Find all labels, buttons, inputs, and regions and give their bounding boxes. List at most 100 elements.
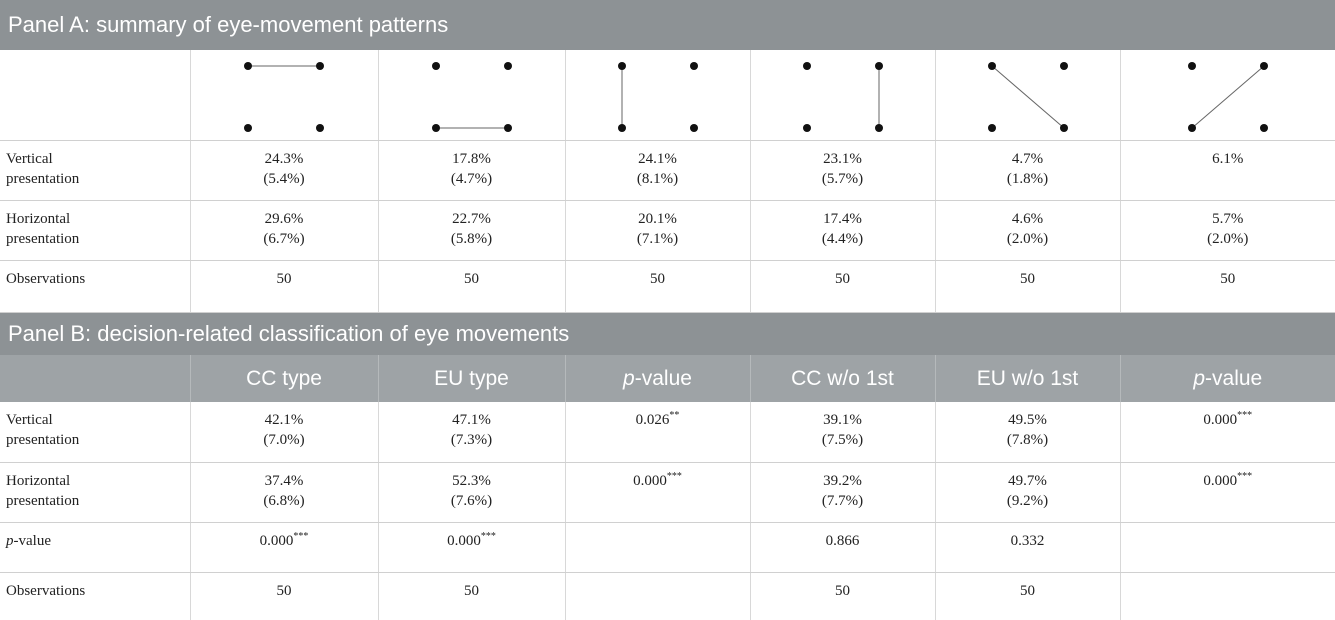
cell: 0.332	[934, 522, 1120, 573]
cell: 17.4% (4.4%)	[749, 200, 935, 261]
cell: 29.6% (6.7%)	[189, 200, 378, 261]
dot	[617, 124, 626, 132]
row: Horizontal presentation 29.6% (6.7%) 22.7% (…	[0, 200, 1335, 261]
text: CC w/o 1st	[791, 366, 894, 390]
dot	[503, 62, 512, 70]
cell-line: 39.1%	[757, 410, 929, 430]
text: 5.7%	[1212, 210, 1244, 227]
cell-line: 50	[1127, 269, 1330, 289]
label-wrap: Horizontal presentation	[6, 471, 116, 511]
cell-line: (5.7%)	[757, 169, 929, 189]
cell: 0.026**	[564, 402, 750, 463]
cell-line: (5.8%)	[385, 229, 559, 249]
cell-line: 0.000***	[1127, 410, 1330, 430]
cell: 22.7% (5.8%)	[377, 200, 565, 261]
pattern-cell	[1119, 50, 1335, 141]
cell-line: 37.4%	[197, 471, 372, 491]
row: Observations 50 50 50 50	[0, 572, 1335, 620]
pattern-cell	[564, 50, 750, 141]
cell: 49.5% (7.8%)	[934, 402, 1120, 463]
row: p-value 0.000*** 0.000*** 0.866 0.332	[0, 522, 1335, 573]
cell-line: (7.8%)	[942, 430, 1114, 450]
text: CC type	[246, 366, 322, 390]
cell-line: 0.000***	[572, 471, 744, 491]
cell: 6.1%	[1119, 140, 1335, 201]
column-header-row: CC type EU type p-value CC w/o 1st EU w/o 1s…	[0, 355, 1335, 402]
row-label: p-value	[0, 522, 190, 573]
text: 17.8%	[452, 150, 491, 167]
cell-line: (9.2%)	[942, 491, 1114, 511]
text: (5.8%)	[450, 230, 493, 247]
cell-line: 0.000***	[385, 531, 559, 551]
cell: 50	[189, 572, 378, 620]
cell-line: (4.4%)	[757, 229, 929, 249]
dot	[503, 124, 512, 132]
text: 49.7%	[1008, 472, 1047, 489]
cell-line: 20.1%	[572, 209, 744, 229]
text: (5.7%)	[821, 170, 864, 187]
cell: 5.7% (2.0%)	[1119, 200, 1335, 261]
cell: 4.6% (2.0%)	[934, 200, 1120, 261]
cell: 50	[377, 572, 565, 620]
column-header	[0, 355, 190, 402]
row: Horizontal presentation 37.4% (6.8%) 52.3% (…	[0, 462, 1335, 523]
cell: 50	[377, 260, 565, 313]
cell-line: 6.1%	[1127, 149, 1330, 169]
text: 47.1%	[452, 412, 491, 428]
cell-line: 5.7%	[1127, 209, 1330, 229]
text: EU type	[434, 366, 509, 390]
text: (7.0%)	[263, 432, 305, 448]
text: (6.8%)	[263, 492, 305, 509]
cell: 4.7% (1.8%)	[934, 140, 1120, 201]
cell: 50	[749, 572, 935, 620]
dot	[1187, 62, 1196, 70]
cell-line: 49.5%	[942, 410, 1114, 430]
row-label: Horizontal presentation	[0, 200, 190, 261]
dot	[1059, 62, 1068, 70]
pattern-cell	[934, 50, 1120, 141]
text: 23.1%	[823, 150, 862, 167]
cell: 39.1% (7.5%)	[749, 402, 935, 463]
text: 37.4%	[264, 472, 304, 489]
text: (2.0%)	[1006, 230, 1049, 247]
text: 20.1%	[638, 210, 677, 227]
text: (1.8%)	[1006, 170, 1049, 187]
cell: 20.1% (7.1%)	[564, 200, 750, 261]
text: (9.2%)	[1006, 492, 1049, 509]
cell-line: 24.3%	[197, 149, 372, 169]
pattern-cell	[377, 50, 565, 141]
cell: 0.000***	[1119, 402, 1335, 463]
pattern-icon	[987, 62, 1068, 132]
text: 6.1%	[1212, 150, 1244, 167]
text: 22.7%	[452, 210, 491, 227]
cell: 50	[749, 260, 935, 313]
panel-header: Panel B: decision-related classification…	[0, 312, 1335, 355]
text: (7.5%)	[821, 432, 864, 448]
text: EU w/o 1st	[976, 366, 1079, 390]
dot	[1059, 124, 1068, 132]
cell-line: 4.7%	[942, 149, 1114, 169]
text: 0.000	[447, 532, 481, 549]
dot	[431, 124, 440, 132]
text: 0.000	[1203, 412, 1238, 428]
text: 50	[464, 270, 479, 287]
dot	[316, 62, 324, 70]
text: 4.6%	[1011, 210, 1044, 227]
significance: ***	[293, 530, 309, 542]
column-header: CC type	[189, 355, 378, 402]
cell: 0.866	[749, 522, 935, 573]
pattern-icon	[617, 62, 698, 132]
cell: 47.1% (7.3%)	[377, 402, 565, 463]
cell: 50	[934, 572, 1120, 620]
text: (4.4%)	[821, 230, 864, 247]
cell-line: 29.6%	[197, 209, 372, 229]
text: Horizontal presentation	[6, 472, 80, 509]
text: 50	[464, 582, 479, 599]
cell-line: 50	[757, 269, 929, 289]
text: -value	[1205, 366, 1263, 390]
cell-line: (6.8%)	[197, 491, 372, 511]
cell: 23.1% (5.7%)	[749, 140, 935, 201]
cell-line: 49.7%	[942, 471, 1114, 491]
cell: 50	[564, 260, 750, 313]
